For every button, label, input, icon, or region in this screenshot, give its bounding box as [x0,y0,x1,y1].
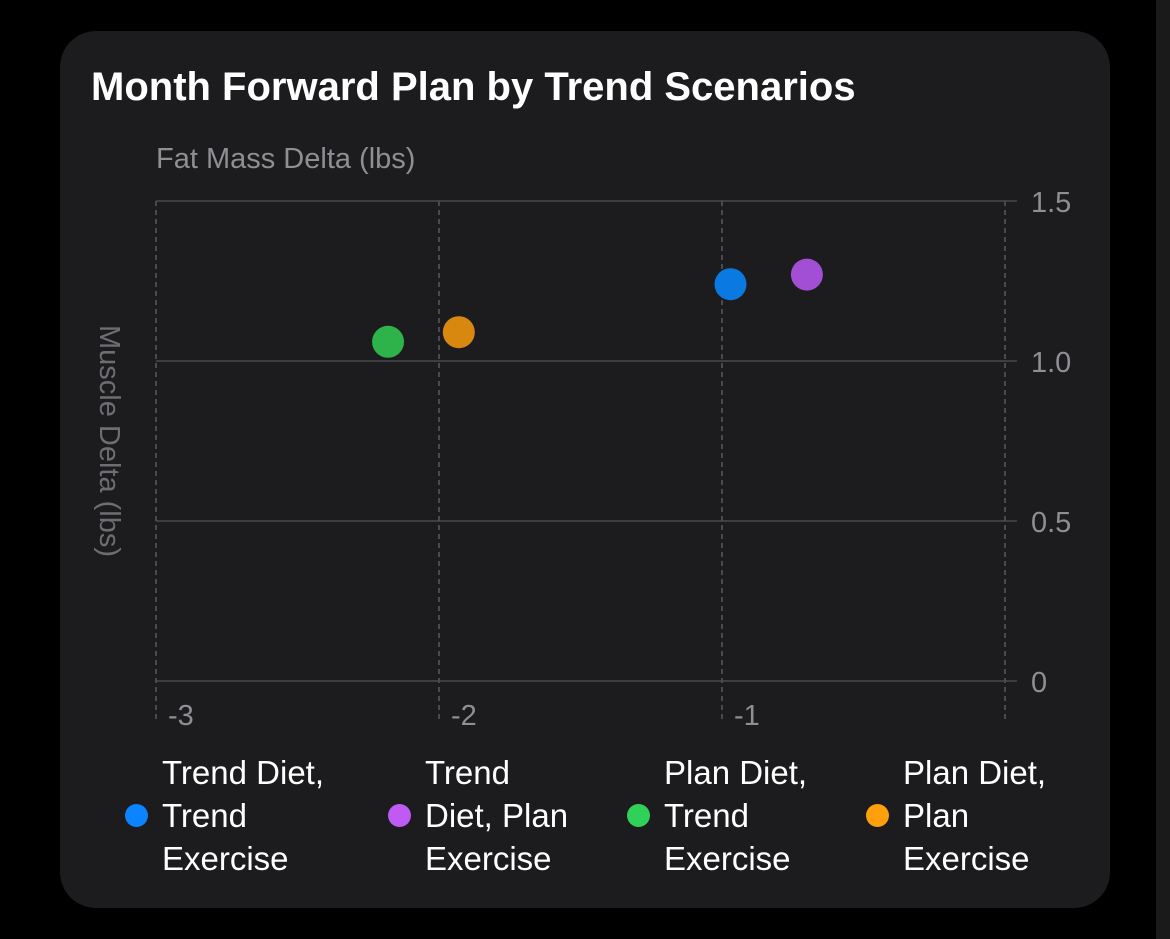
legend-item: Trend Diet, Trend Exercise [125,751,324,880]
legend-item: Plan Diet, Plan Exercise [866,751,1046,880]
legend-dot [388,804,411,827]
y-tick-label: 0.5 [1031,507,1071,539]
legend-label: Trend Diet, Trend Exercise [162,754,325,877]
x-tick-label: -3 [168,700,194,732]
legend-label: Plan Diet, Trend Exercise [664,754,808,877]
legend-dot [866,804,889,827]
data-point [714,268,747,301]
legend-label: Trend Diet, Plan Exercise [425,754,569,877]
y-tick-label: 1.0 [1031,347,1071,379]
scatter-chart: 0 0.5 1.0 1.5 -3 -2 -1 Fat Mass Delta (lbs) Musc… [93,143,1071,732]
y-tick-label: 1.5 [1031,187,1071,219]
data-point [790,258,823,291]
legend-item: Trend Diet, Plan Exercise [388,751,568,880]
x-axis-label: Fat Mass Delta (lbs) [156,143,415,175]
y-tick-label: 0 [1031,667,1047,699]
legend-item: Plan Diet, Trend Exercise [627,751,807,880]
chart-legend: Trend Diet, Trend Exercise Trend Diet, Plan E… [60,751,1110,881]
y-axis-label: Muscle Delta (lbs) [93,325,125,557]
legend-dot [125,804,148,827]
chart-title: Month Forward Plan by Trend Scenarios [91,65,856,109]
x-tick-label: -2 [451,700,477,732]
legend-dot [627,804,650,827]
x-tick-label: -1 [734,700,760,732]
data-point [372,325,405,358]
scrollbar[interactable] [1156,0,1170,939]
legend-label: Plan Diet, Plan Exercise [903,754,1047,877]
data-point [442,316,475,349]
